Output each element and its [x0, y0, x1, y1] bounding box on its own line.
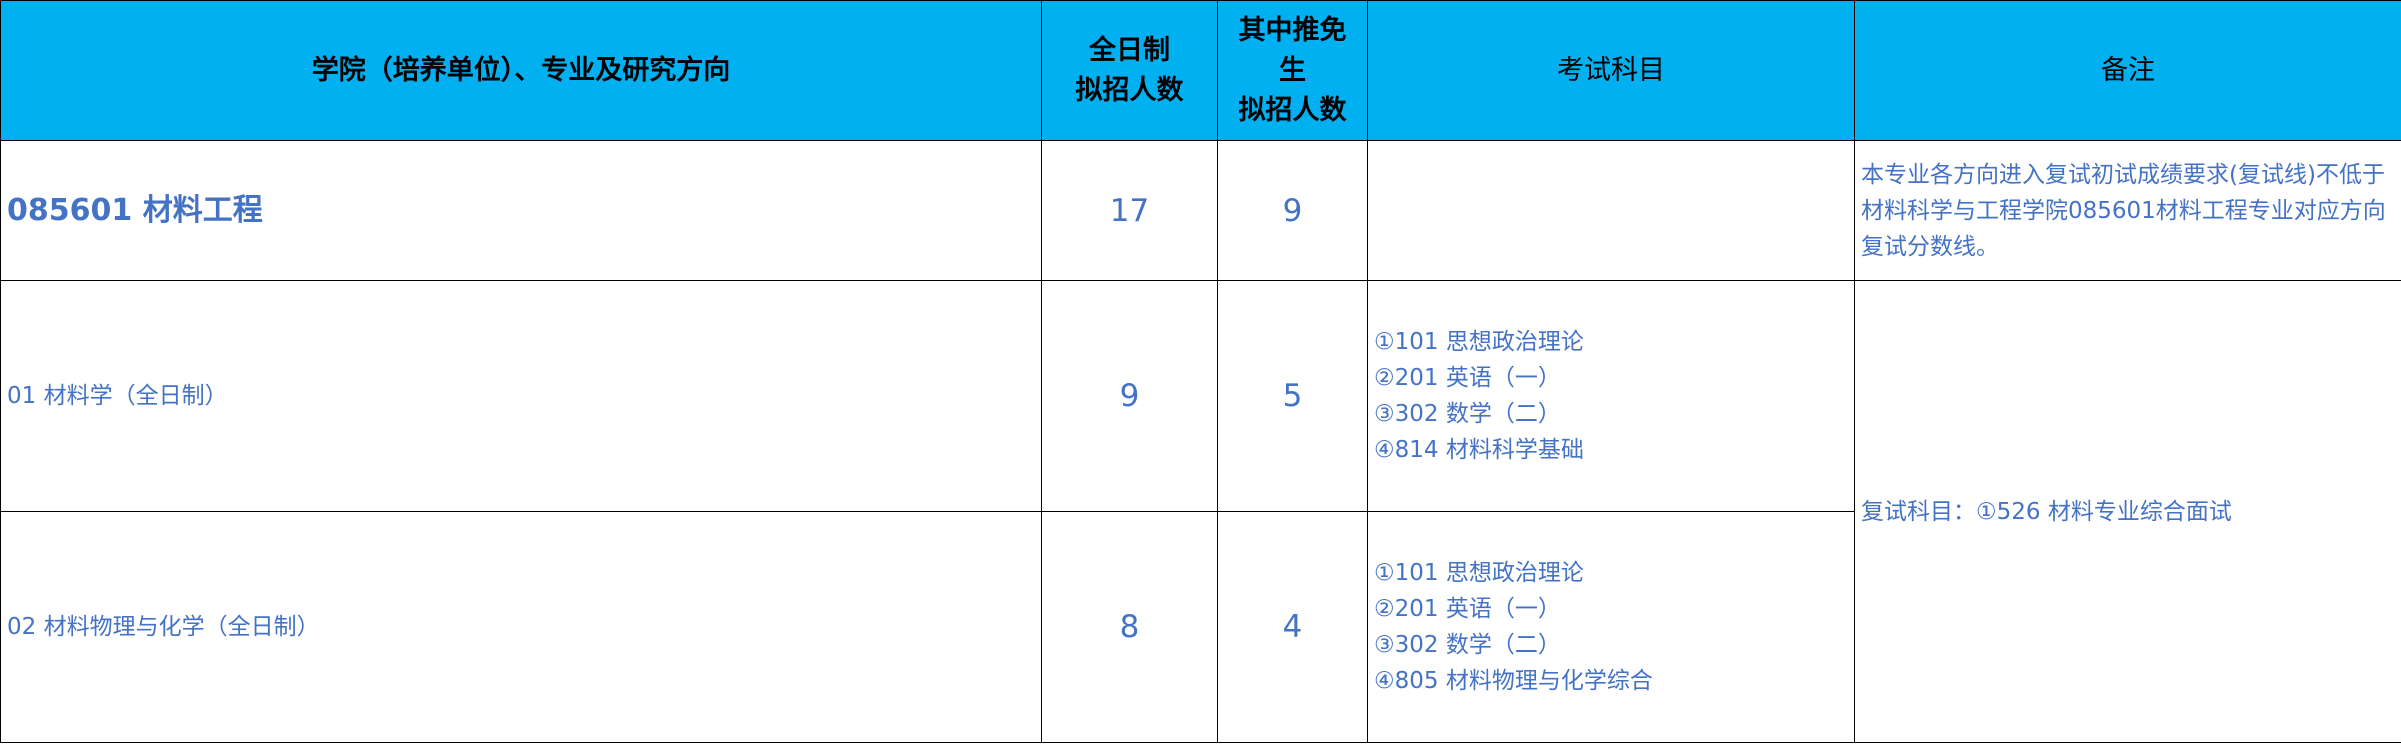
- exam-item: ④805 材料物理与化学综合: [1374, 668, 1653, 694]
- header-fulltime-line: 拟招人数: [1075, 74, 1184, 106]
- direction-name: 02 材料物理与化学（全日制）: [0, 511, 1042, 743]
- direction-exempt: 5: [1217, 280, 1368, 512]
- direction-exams: ①101 思想政治理论 ②201 英语（一） ③302 数学（二） ④814 材…: [1367, 280, 1855, 512]
- header-exam: 考试科目: [1367, 0, 1855, 141]
- header-fulltime: 全日制 拟招人数: [1041, 0, 1218, 141]
- exam-item: ②201 英语（一）: [1374, 596, 1561, 622]
- direction-exempt: 4: [1217, 511, 1368, 743]
- exam-item: ④814 材料科学基础: [1374, 437, 1584, 463]
- header-exempt: 其中推免生拟招人数: [1217, 0, 1368, 141]
- header-fulltime-line: 全日制: [1089, 34, 1170, 66]
- table-row: 02 材料物理与化学（全日制） 8 4 ①101 思想政治理论 ②201 英语（…: [0, 511, 2401, 743]
- exam-item: ②201 英语（一）: [1374, 365, 1561, 391]
- header-row: 学院（培养单位）、专业及研究方向 全日制 拟招人数 其中推免生拟招人数 考试科目 …: [0, 0, 2401, 141]
- header-notes: 备注: [1854, 0, 2401, 141]
- direction-fulltime: 8: [1041, 511, 1218, 743]
- exam-item: ③302 数学（二）: [1374, 401, 1561, 427]
- major-fulltime: 17: [1041, 140, 1218, 281]
- retest-note: 复试科目：①526 材料专业综合面试: [1854, 280, 2401, 743]
- major-exam: [1367, 140, 1855, 281]
- exam-item: ①101 思想政治理论: [1374, 329, 1584, 355]
- direction-name: 01 材料学（全日制）: [0, 280, 1042, 512]
- major-notes: 本专业各方向进入复试初试成绩要求(复试线)不低于材料科学与工程学院085601材…: [1854, 140, 2401, 281]
- table-row: 01 材料学（全日制） 9 5 ①101 思想政治理论 ②201 英语（一） ③…: [0, 280, 2401, 743]
- header-exempt-line: 拟招人数: [1238, 94, 1347, 126]
- header-exempt-line: 其中推免: [1238, 14, 1347, 46]
- exam-item: ①101 思想政治理论: [1374, 560, 1584, 586]
- direction-exams: ①101 思想政治理论 ②201 英语（一） ③302 数学（二） ④805 材…: [1367, 511, 1855, 743]
- exam-item: ③302 数学（二）: [1374, 632, 1561, 658]
- direction-fulltime: 9: [1041, 280, 1218, 512]
- major-name: 085601 材料工程: [0, 140, 1042, 281]
- header-program: 学院（培养单位）、专业及研究方向: [0, 0, 1042, 141]
- major-exempt: 9: [1217, 140, 1368, 281]
- table-row: 085601 材料工程 17 9 本专业各方向进入复试初试成绩要求(复试线)不低…: [0, 140, 2401, 281]
- header-exempt-line: 生: [1279, 54, 1306, 86]
